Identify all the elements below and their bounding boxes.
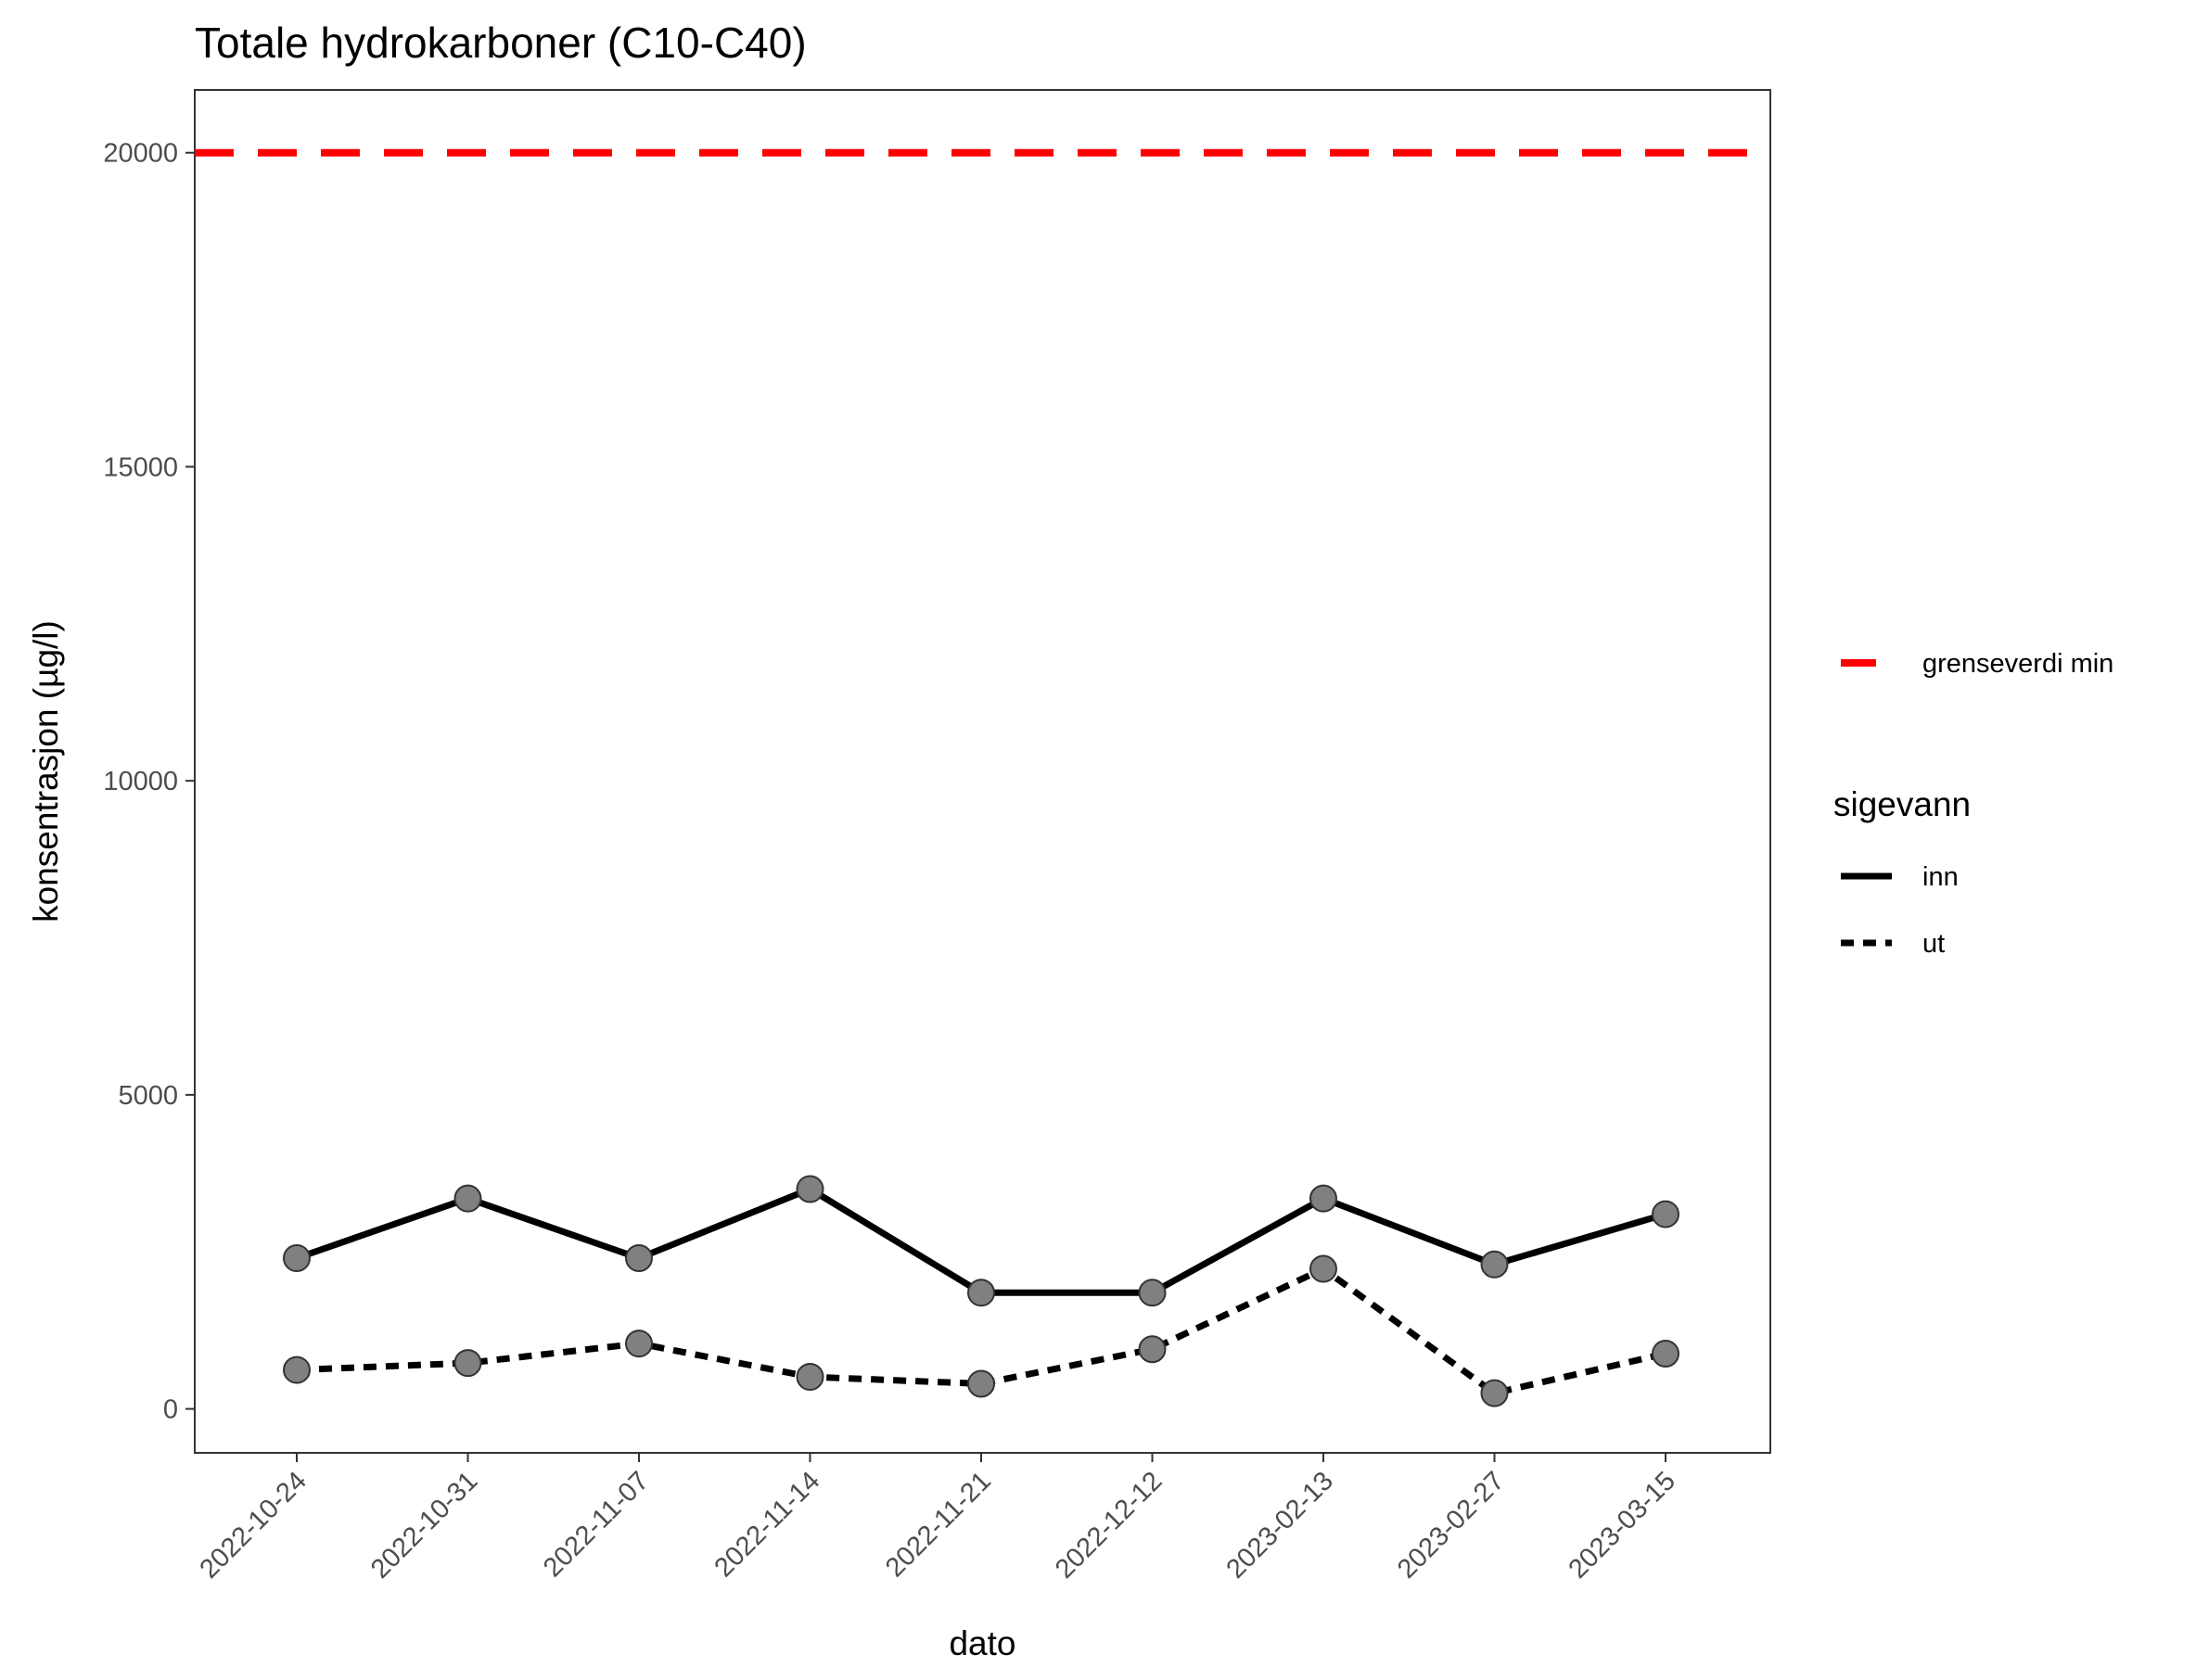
x-axis-title: dato — [949, 1624, 1015, 1662]
point-ut-2022-10-24 — [283, 1355, 311, 1384]
plot-area: 0 5000 10000 15000 20000 2022-10-24 2022-10-31… — [103, 89, 1771, 1585]
point-ut-2022-12-12 — [1138, 1335, 1167, 1364]
x-tick-label-2022-11-21: 2022-11-21 — [880, 1466, 997, 1583]
point-inn-2023-02-13 — [1309, 1184, 1337, 1213]
legend-reference: grenseverdi min — [1841, 649, 2113, 679]
point-ut-2023-03-15 — [1652, 1339, 1679, 1368]
point-inn-2022-11-21 — [967, 1279, 995, 1307]
legend-item-inn: inn — [1841, 862, 1959, 892]
x-tick-label-2022-11-14: 2022-11-14 — [709, 1466, 825, 1583]
point-inn-2022-11-14 — [796, 1175, 824, 1203]
x-tick-label-2023-03-15: 2023-03-15 — [1563, 1466, 1681, 1585]
legend-item-ut: ut — [1841, 929, 1945, 959]
series-line-ut — [296, 1266, 1666, 1397]
point-ut-2022-10-31 — [453, 1349, 482, 1378]
point-ut-2022-11-21 — [967, 1369, 995, 1398]
x-tick-label-2022-10-24: 2022-10-24 — [194, 1466, 313, 1585]
x-tick-label-2023-02-27: 2023-02-27 — [1392, 1466, 1511, 1585]
point-inn-2022-10-31 — [453, 1184, 482, 1213]
legend-title: sigevann — [1833, 785, 1971, 823]
y-tick-label-0: 0 — [163, 1395, 178, 1425]
legend-label-reference: grenseverdi min — [1922, 649, 2113, 679]
y-tick-label-10000: 10000 — [103, 767, 178, 796]
x-tick-label-2022-12-12: 2022-12-12 — [1050, 1466, 1168, 1585]
point-ut-2022-11-14 — [796, 1363, 824, 1392]
y-tick-label-20000: 20000 — [103, 139, 178, 169]
y-tick-label-5000: 5000 — [118, 1081, 178, 1111]
point-ut-2023-02-27 — [1480, 1379, 1509, 1407]
plot-panel — [194, 89, 1771, 1454]
chart-title: Totale hydrokarboner (C10-C40) — [195, 19, 807, 67]
legend: grenseverdi min sigevann inn ut — [1833, 649, 2113, 959]
legend-label-ut: ut — [1922, 929, 1945, 959]
point-inn-2022-12-12 — [1138, 1279, 1167, 1307]
point-inn-2022-11-07 — [625, 1244, 653, 1272]
point-inn-2023-02-27 — [1480, 1250, 1509, 1279]
point-inn-2022-10-24 — [283, 1244, 311, 1272]
x-tick-label-2022-10-31: 2022-10-31 — [365, 1466, 484, 1585]
y-tick-label-15000: 15000 — [103, 452, 178, 482]
y-axis-title: konsentrasjon (µg/l) — [27, 620, 65, 923]
point-ut-2022-11-07 — [625, 1330, 653, 1358]
x-tick-label-2023-02-13: 2023-02-13 — [1220, 1466, 1339, 1585]
legend-label-inn: inn — [1922, 862, 1959, 892]
x-tick-label-2022-11-07: 2022-11-07 — [538, 1466, 655, 1583]
point-ut-2023-02-13 — [1309, 1254, 1337, 1283]
point-inn-2023-03-15 — [1652, 1200, 1679, 1228]
